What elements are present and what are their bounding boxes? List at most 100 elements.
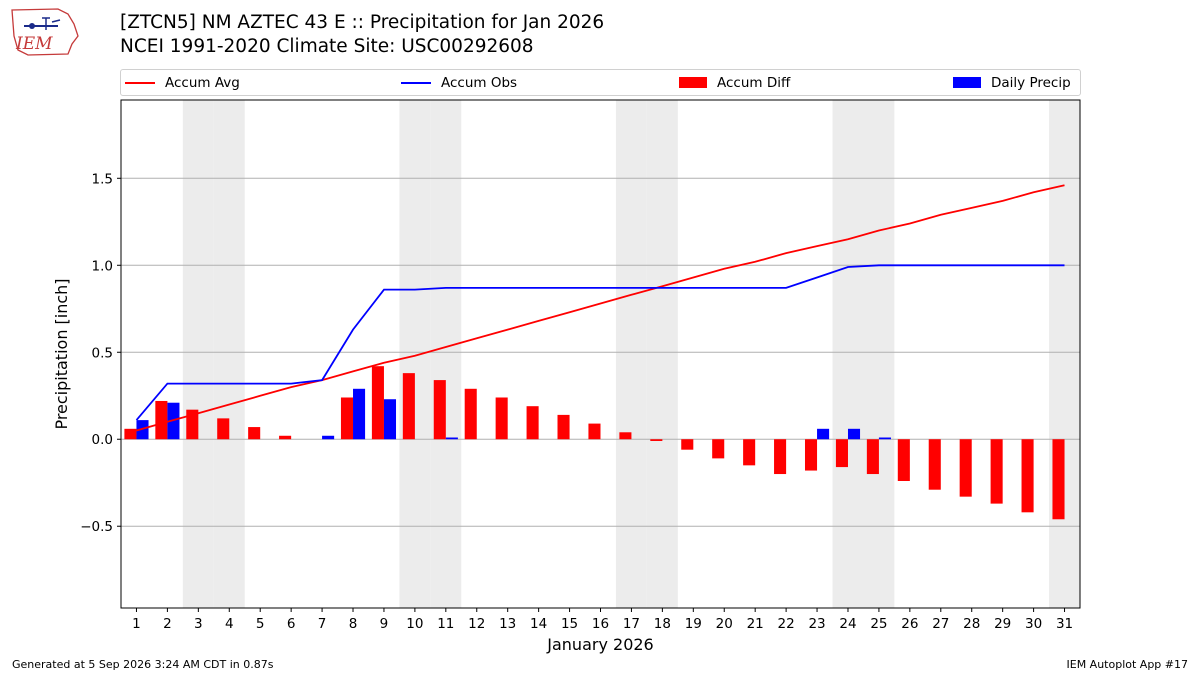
logo-text: IEM	[15, 34, 53, 54]
chart-subtitle: NCEI 1991-2020 Climate Site: USC00292608	[120, 36, 534, 57]
legend-item-accum-avg: Accum Avg	[125, 70, 240, 95]
x-tick-label: 25	[870, 616, 887, 632]
legend-patch-blue	[953, 77, 981, 88]
x-tick-label: 6	[287, 616, 296, 632]
x-axis-label: January 2026	[546, 635, 653, 654]
x-tick-label: 22	[778, 616, 795, 632]
weekend-shade	[213, 100, 245, 608]
legend-label-daily-precip: Daily Precip	[991, 74, 1071, 91]
x-tick-label: 9	[380, 616, 389, 632]
x-tick-label: 16	[592, 616, 609, 632]
bar-accum-diff	[959, 439, 972, 497]
bar-accum-diff	[774, 439, 787, 475]
bar-accum-diff	[155, 400, 168, 440]
bar-accum-diff	[248, 427, 261, 440]
x-tick-label: 4	[225, 616, 234, 632]
weekend-shade	[182, 100, 214, 608]
weekend-shade	[1049, 100, 1080, 608]
bar-accum-diff	[897, 439, 910, 481]
y-tick-label: 0.5	[92, 345, 113, 361]
weekend-shade	[399, 100, 431, 608]
legend-item-accum-diff: Accum Diff	[679, 70, 790, 95]
bar-daily-precip	[322, 435, 335, 440]
x-tick-label: 7	[318, 616, 327, 632]
legend: Accum Avg Accum Obs Accum Diff Daily Pre…	[120, 69, 1081, 96]
x-tick-label: 10	[406, 616, 423, 632]
bar-accum-diff	[526, 406, 539, 440]
footer-generated: Generated at 5 Sep 2026 3:24 AM CDT in 0…	[12, 658, 274, 671]
x-tick-label: 13	[499, 616, 516, 632]
bar-accum-diff	[433, 380, 446, 440]
x-tick-label: 8	[349, 616, 358, 632]
bar-accum-diff	[279, 435, 292, 440]
bar-accum-diff	[402, 373, 415, 440]
plot-area	[121, 100, 1080, 608]
x-tick-label: 12	[468, 616, 485, 632]
x-tick-label: 1	[132, 616, 141, 632]
legend-line-red	[125, 81, 155, 84]
bar-accum-diff	[743, 439, 756, 466]
bar-accum-diff	[588, 423, 601, 440]
bar-daily-precip	[445, 437, 458, 440]
x-tick-label: 20	[716, 616, 733, 632]
x-tick-label: 19	[685, 616, 702, 632]
bar-accum-diff	[1021, 439, 1034, 513]
chart-title: [ZTCN5] NM AZTEC 43 E :: Precipitation f…	[120, 12, 605, 33]
bar-accum-diff	[340, 397, 354, 440]
weekend-shade	[832, 100, 864, 608]
bar-daily-precip	[878, 437, 891, 440]
legend-line-blue	[401, 81, 431, 84]
y-axis-label: Precipitation [inch]	[52, 278, 71, 429]
legend-label-accum-avg: Accum Avg	[165, 74, 240, 91]
legend-label-accum-diff: Accum Diff	[717, 74, 791, 91]
x-tick-label: 26	[901, 616, 918, 632]
bar-accum-diff	[990, 439, 1003, 504]
x-tick-label: 18	[654, 616, 671, 632]
bar-accum-diff	[557, 414, 570, 440]
bar-accum-diff	[804, 439, 818, 471]
bar-accum-diff	[217, 418, 230, 440]
y-tick-label: 1.5	[92, 171, 113, 187]
bar-accum-diff	[712, 439, 725, 459]
legend-item-daily-precip: Daily Precip	[953, 70, 1071, 95]
bar-accum-diff	[186, 409, 199, 440]
x-tick-label: 24	[839, 616, 856, 632]
iem-logo: IEM	[11, 8, 79, 56]
footer-app: IEM Autoplot App #17	[1066, 658, 1189, 671]
x-tick-label: 27	[932, 616, 949, 632]
x-tick-label: 3	[194, 616, 203, 632]
y-tick-label: −0.5	[80, 519, 113, 535]
bar-accum-diff	[866, 439, 879, 475]
bar-accum-diff	[835, 439, 848, 468]
bar-daily-precip	[353, 388, 366, 440]
weekend-shade	[430, 100, 462, 608]
legend-label-accum-obs: Accum Obs	[441, 74, 518, 91]
x-tick-label: 11	[437, 616, 454, 632]
bar-accum-diff	[495, 397, 508, 440]
bar-accum-diff	[681, 439, 694, 450]
bar-accum-diff	[619, 432, 632, 440]
line-accum-obs	[135, 264, 1065, 421]
x-tick-label: 14	[530, 616, 547, 632]
weekend-shade	[615, 100, 647, 608]
weekend-shade	[646, 100, 678, 608]
x-tick-label: 28	[963, 616, 980, 632]
x-tick-label: 2	[163, 616, 172, 632]
x-tick-label: 30	[1025, 616, 1042, 632]
bar-accum-diff	[464, 388, 477, 440]
bar-daily-precip	[847, 428, 861, 440]
bar-daily-precip	[383, 399, 397, 440]
x-tick-label: 5	[256, 616, 265, 632]
y-tick-label: 0.0	[92, 432, 113, 448]
bar-accum-diff	[1052, 439, 1065, 520]
legend-patch-red	[679, 77, 707, 88]
x-tick-label: 31	[1056, 616, 1073, 632]
bar-daily-precip	[817, 428, 830, 440]
bar-accum-diff	[650, 439, 663, 441]
legend-item-accum-obs: Accum Obs	[401, 70, 517, 95]
bar-accum-diff	[124, 428, 137, 440]
bar-accum-diff	[371, 366, 384, 440]
x-tick-label: 15	[561, 616, 578, 632]
line-accum-avg	[136, 184, 1065, 432]
